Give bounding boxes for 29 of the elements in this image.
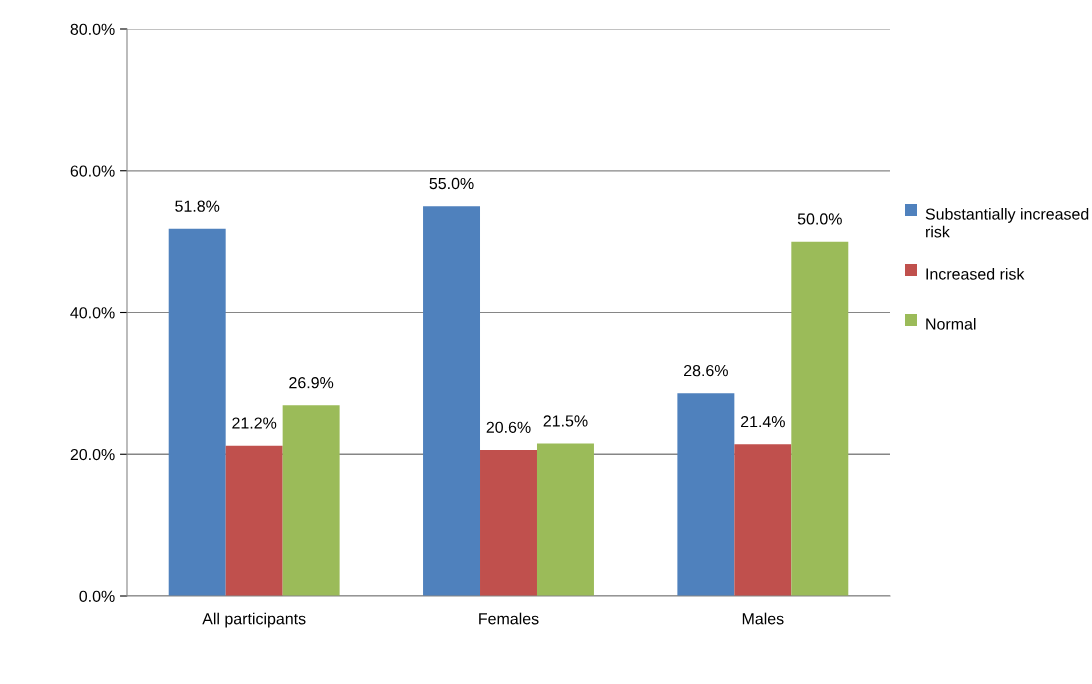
data-label: 55.0% xyxy=(429,177,474,190)
data-label: 28.6% xyxy=(684,364,728,377)
y-tick-label: 0.0% xyxy=(79,590,115,602)
bar xyxy=(791,241,849,596)
bar xyxy=(225,445,283,596)
y-tick-label: 80.0% xyxy=(70,23,115,35)
data-label: 51.8% xyxy=(175,200,220,212)
y-tick-label: 20.0% xyxy=(70,448,115,461)
legend-label: Normal xyxy=(926,318,976,330)
data-label: 26.9% xyxy=(289,376,334,389)
bar xyxy=(282,405,340,596)
data-label: 50.0% xyxy=(797,213,842,225)
bar xyxy=(677,393,735,596)
data-label: 21.2% xyxy=(232,417,277,429)
y-tick-label: 40.0% xyxy=(70,307,115,319)
bar xyxy=(423,206,481,596)
bar xyxy=(734,444,792,596)
bar xyxy=(168,228,226,596)
x-tick-label: All participants xyxy=(202,612,306,628)
data-label: 21.4% xyxy=(740,415,785,428)
bar xyxy=(536,443,594,596)
x-tick-label: Males xyxy=(742,612,784,625)
legend-label: Increased risk xyxy=(926,268,1025,280)
data-label: 21.5% xyxy=(543,415,588,427)
x-tick-label: Females xyxy=(479,612,539,625)
bar xyxy=(480,450,537,596)
y-tick-label: 60.0% xyxy=(70,165,115,177)
legend-label: Substantially increased risk xyxy=(925,208,1089,238)
data-label: 20.6% xyxy=(486,421,531,433)
